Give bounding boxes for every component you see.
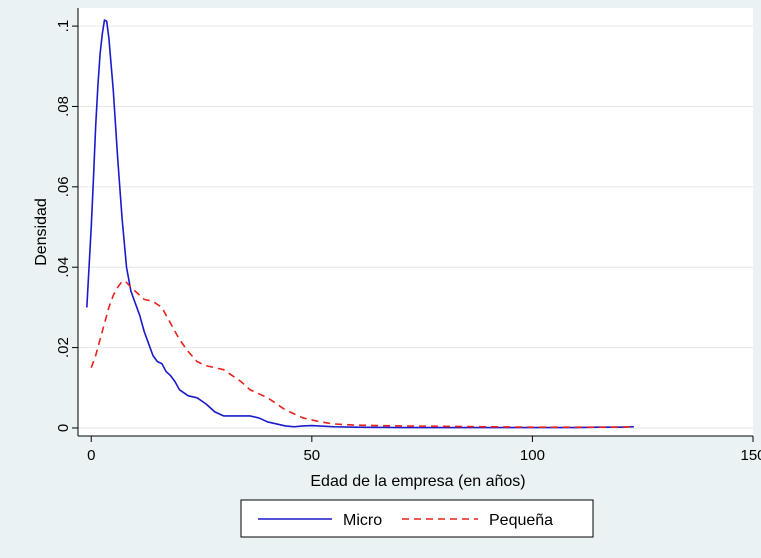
y-tick-label: .02 <box>55 337 72 358</box>
x-axis: 0 50 100 150 <box>78 435 761 464</box>
x-axis-title: Edad de la empresa (en años) <box>310 473 525 490</box>
y-tick-label: 0 <box>55 424 72 432</box>
y-axis-title: Densidad <box>33 198 50 266</box>
x-tick-label: 150 <box>740 447 761 464</box>
y-tick-label: .08 <box>55 96 72 117</box>
legend-label-micro: Micro <box>343 512 382 529</box>
y-tick-label: .1 <box>55 20 72 33</box>
y-tick-label: .04 <box>55 257 72 278</box>
series-lines <box>86 19 634 429</box>
x-tick-label: 50 <box>303 447 320 464</box>
legend-label-pequena: Pequeña <box>489 512 553 529</box>
series-line-micro <box>86 19 634 429</box>
x-tick-label: 0 <box>87 447 95 464</box>
legend: Micro Pequeña <box>240 499 594 538</box>
series-line-peque-a <box>90 280 634 428</box>
plot-area <box>78 8 753 436</box>
y-axis: 0 .02 .04 .06 .08 .1 <box>55 8 79 436</box>
y-tick-label: .06 <box>55 176 72 197</box>
x-tick-label: 100 <box>520 447 545 464</box>
grid-lines <box>78 25 753 429</box>
